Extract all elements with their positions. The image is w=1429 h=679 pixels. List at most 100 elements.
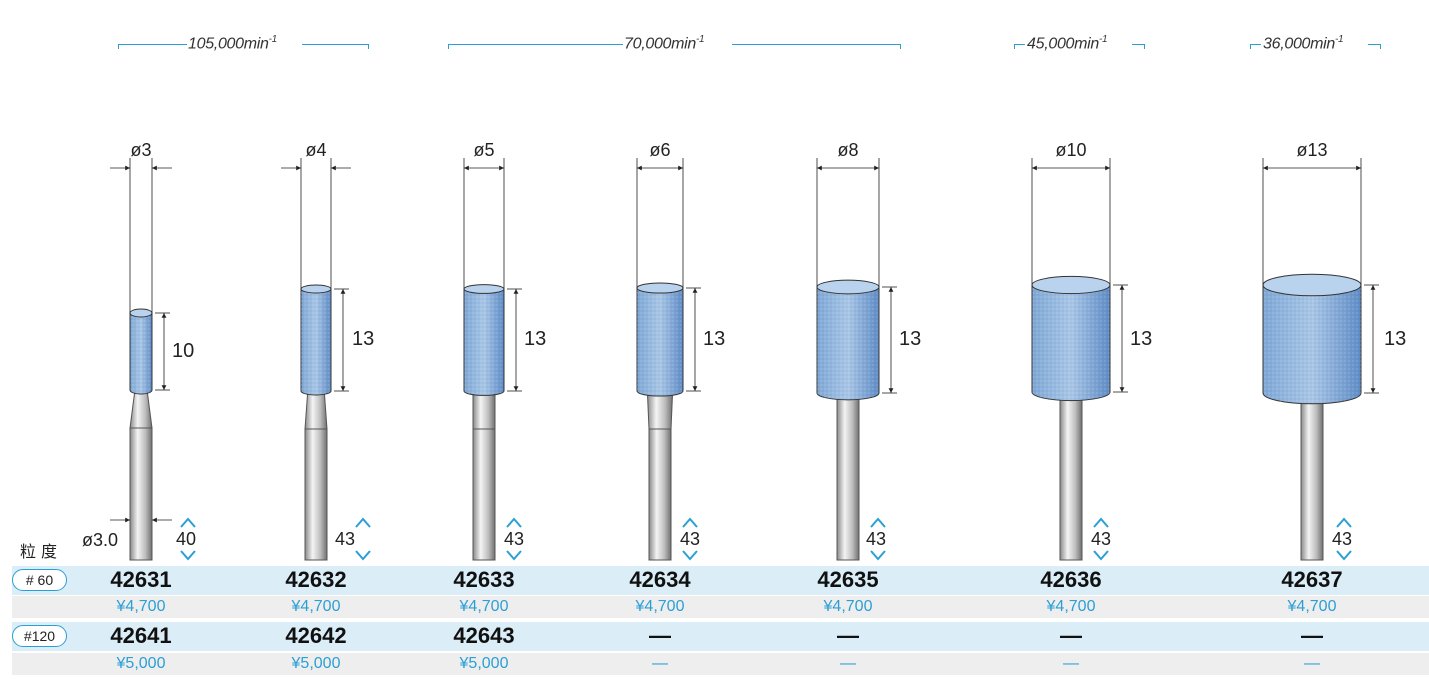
product-code: 42634 (629, 567, 691, 592)
code-row-60 (12, 566, 1429, 595)
length-up-icon (870, 517, 886, 528)
tool-shank (836, 392, 860, 561)
product-code: 42635 (817, 567, 879, 592)
tool-shank (1059, 391, 1083, 561)
total-length-label: 43 (866, 529, 887, 549)
stone-texture (1032, 285, 1110, 401)
price: ¥4,700 (635, 598, 685, 615)
speed-label-2: 70,000min-1 (624, 34, 705, 53)
speed-bracket-left (448, 44, 623, 49)
diameter-label: ø6 (649, 140, 671, 160)
speed-bracket-right (1368, 44, 1381, 49)
length-label: 13 (899, 328, 922, 350)
price: ¥4,700 (291, 598, 341, 615)
product-code: 42642 (285, 623, 347, 648)
grit-header: 粒度 (20, 544, 63, 561)
price: ¥4,700 (1046, 598, 1096, 615)
stone-texture (301, 289, 331, 395)
stone-texture (130, 313, 152, 394)
product-code: — (1301, 623, 1323, 648)
grit-badge-60: # 60 (12, 569, 67, 591)
length-label: 13 (1384, 328, 1407, 350)
length-down-icon (355, 550, 371, 561)
product-code: — (649, 623, 671, 648)
speed-bracket-left (1014, 44, 1025, 49)
product-code: 42632 (285, 567, 347, 592)
speed-label-4: 36,000min-1 (1263, 34, 1344, 53)
price-row-120 (12, 653, 1429, 675)
stone-top-face (636, 282, 684, 294)
length-label: 10 (172, 340, 195, 362)
total-length-label: 43 (335, 529, 356, 549)
total-length-label: 40 (176, 529, 197, 549)
diameter-label: ø13 (1296, 140, 1328, 160)
speed-bracket-right (302, 44, 369, 49)
product-code: 42633 (453, 567, 515, 592)
length-up-icon (355, 517, 371, 528)
tool-neck (129, 389, 153, 429)
length-label: 13 (524, 328, 547, 350)
tool-neck (646, 390, 674, 430)
product-code: 42643 (453, 623, 515, 648)
diameter-label: ø5 (473, 140, 495, 160)
stone-texture (817, 287, 879, 400)
stone-top-face (1262, 273, 1362, 297)
price: ¥4,700 (1287, 598, 1337, 615)
stone-texture (464, 289, 504, 396)
price: ¥5,000 (459, 655, 509, 672)
tool-shank (472, 428, 496, 561)
length-up-icon (180, 517, 196, 528)
price: — (840, 655, 856, 672)
speed-bracket-left (118, 44, 187, 49)
price: ¥5,000 (116, 655, 166, 672)
price: ¥4,700 (116, 598, 166, 615)
diameter-label: ø4 (305, 140, 327, 160)
stone-top-face (129, 308, 153, 318)
product-code: — (837, 623, 859, 648)
total-length-label: 43 (1332, 529, 1353, 549)
diameter-label: ø10 (1055, 140, 1087, 160)
code-row-120 (12, 622, 1429, 651)
stone-texture (1262, 285, 1361, 404)
total-length-label: 43 (1091, 529, 1112, 549)
speed-bracket-right (732, 44, 901, 49)
speed-bracket-left (1250, 44, 1261, 49)
price: — (1063, 655, 1079, 672)
stone-top-face (463, 284, 505, 294)
product-code: 42636 (1040, 567, 1102, 592)
total-length-label: 43 (680, 529, 701, 549)
length-down-icon (1336, 550, 1352, 561)
length-up-icon (1093, 517, 1109, 528)
stone-top-face (300, 284, 332, 294)
length-down-icon (506, 550, 522, 561)
stone-top-face (1031, 275, 1111, 295)
tool-neck (472, 390, 496, 430)
tool-shank (129, 427, 153, 561)
product-code: — (1060, 623, 1082, 648)
price-row-60 (12, 596, 1429, 618)
price: ¥4,700 (823, 598, 873, 615)
length-up-icon (506, 517, 522, 528)
product-code: 42637 (1281, 567, 1343, 592)
diameter-label: ø8 (837, 140, 859, 160)
grit-badge-120: #120 (12, 625, 67, 647)
stone-top-face (816, 279, 880, 295)
price: — (1304, 655, 1320, 672)
price: ¥4,700 (459, 598, 509, 615)
product-code: 42641 (110, 623, 172, 648)
speed-label-1: 105,000min-1 (188, 34, 277, 53)
length-up-icon (682, 517, 698, 528)
speed-label-3: 45,000min-1 (1027, 34, 1108, 53)
length-label: 13 (1130, 328, 1153, 350)
product-code: 42631 (110, 567, 172, 592)
speed-bracket-right (1132, 44, 1145, 49)
tool-shank (1300, 392, 1324, 561)
price: ¥5,000 (291, 655, 341, 672)
length-down-icon (870, 550, 886, 561)
tool-shank (304, 428, 328, 561)
tool-shank (648, 428, 672, 561)
stone-texture (637, 288, 683, 397)
shank-diameter-label: ø3.0 (82, 530, 119, 550)
length-down-icon (1093, 550, 1109, 561)
